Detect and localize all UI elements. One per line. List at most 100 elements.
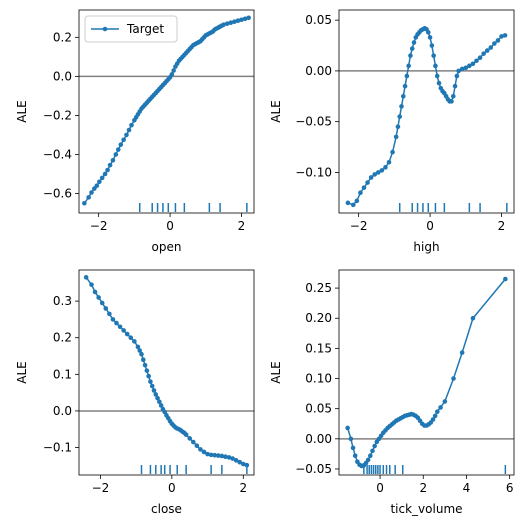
- data-point: [215, 453, 221, 458]
- data-point: [149, 383, 155, 389]
- y-tick-label: 0.0: [53, 69, 72, 83]
- data-point: [82, 200, 87, 206]
- data-point: [102, 171, 108, 177]
- data-point: [208, 452, 214, 458]
- data-point: [205, 451, 210, 457]
- data-point: [86, 195, 91, 200]
- series-line: [83, 17, 249, 204]
- data-point: [132, 339, 137, 344]
- data-point: [190, 439, 196, 445]
- x-tick-label: 6: [506, 481, 514, 495]
- y-tick-label: 0.25: [305, 281, 332, 295]
- data-point: [155, 395, 160, 401]
- data-point: [438, 405, 443, 410]
- data-point: [368, 175, 374, 180]
- data-point: [135, 344, 141, 350]
- x-tick-label: −2: [90, 219, 108, 233]
- data-point: [477, 55, 483, 61]
- ale-chart-open: −2 0 2 −0.6 −0.4 −0.2 0.0 0.2 open ALE Target: [15, 9, 255, 254]
- x-tick-label: 0: [426, 219, 434, 233]
- data-point: [96, 295, 101, 300]
- x-tick-label: 0: [376, 481, 384, 495]
- y-tick-label: 0.1: [53, 367, 72, 381]
- data-point: [372, 443, 377, 449]
- data-point: [404, 73, 410, 79]
- data-point: [158, 403, 164, 408]
- data-point: [432, 413, 438, 419]
- data-point: [219, 453, 225, 459]
- series-0: [345, 25, 508, 208]
- data-point: [484, 48, 490, 53]
- data-point: [393, 134, 399, 140]
- data-point: [99, 300, 105, 306]
- y-tick-label: 0.3: [53, 294, 72, 308]
- data-point: [201, 449, 207, 455]
- data-point: [89, 282, 94, 287]
- x-tick-label: −2: [350, 219, 368, 233]
- data-point: [171, 68, 176, 73]
- axes-frame: [78, 9, 255, 214]
- data-point: [459, 66, 465, 72]
- data-point: [169, 72, 175, 77]
- data-point: [433, 63, 438, 69]
- data-point: [113, 152, 119, 157]
- data-point: [452, 83, 458, 89]
- data-point: [459, 350, 465, 355]
- data-point: [383, 165, 388, 170]
- data-point: [121, 328, 126, 333]
- axes-frame: [338, 269, 515, 476]
- data-point: [212, 452, 218, 458]
- x-tick-label: 0: [166, 219, 174, 233]
- data-point: [83, 275, 89, 280]
- data-point: [495, 38, 501, 43]
- data-point: [237, 459, 243, 465]
- legend-marker: [102, 26, 108, 32]
- data-point: [435, 409, 440, 414]
- ale-chart-close: −2 0 2 −0.1 0.0 0.1 0.2 0.3 close ALE: [15, 269, 255, 516]
- data-point: [223, 454, 228, 459]
- data-point: [450, 93, 456, 99]
- data-point: [153, 392, 159, 397]
- data-point: [408, 53, 413, 58]
- data-point: [365, 180, 370, 185]
- data-point: [390, 149, 395, 155]
- data-point: [499, 34, 504, 39]
- data-point: [146, 373, 151, 379]
- data-point: [402, 83, 408, 89]
- x-tick-label: −2: [92, 481, 110, 495]
- y-axis-label: ALE: [269, 361, 283, 383]
- data-point: [151, 388, 157, 393]
- y-tick-label: −0.05: [295, 462, 332, 476]
- rug-plot: [140, 465, 248, 474]
- data-point: [470, 315, 476, 321]
- data-point: [235, 18, 241, 24]
- data-point: [361, 185, 367, 190]
- data-point: [221, 22, 226, 27]
- data-point: [503, 276, 508, 282]
- data-point: [137, 348, 143, 353]
- x-tick-label: 2: [239, 481, 247, 495]
- data-point: [411, 40, 417, 45]
- data-point: [244, 462, 250, 468]
- ale-chart-high: −2 0 2 −0.10 −0.05 0.00 0.05 high ALE: [269, 9, 515, 254]
- data-point: [488, 45, 494, 50]
- series-0: [82, 15, 251, 206]
- rug-plot: [398, 203, 508, 212]
- y-tick-label: 0.0: [53, 404, 72, 418]
- data-point: [246, 15, 251, 21]
- x-axis-label: open: [152, 240, 182, 254]
- data-point: [400, 93, 406, 99]
- data-point: [198, 447, 203, 452]
- data-point: [99, 175, 105, 181]
- x-tick-label: 2: [498, 219, 506, 233]
- data-point: [114, 320, 119, 326]
- data-point: [117, 324, 123, 330]
- data-point: [107, 162, 113, 168]
- data-point: [115, 147, 121, 152]
- data-point: [449, 99, 454, 104]
- data-point: [350, 202, 356, 208]
- rug-plot: [363, 465, 507, 474]
- series-line: [346, 278, 506, 467]
- y-tick-label: 0.10: [305, 372, 332, 386]
